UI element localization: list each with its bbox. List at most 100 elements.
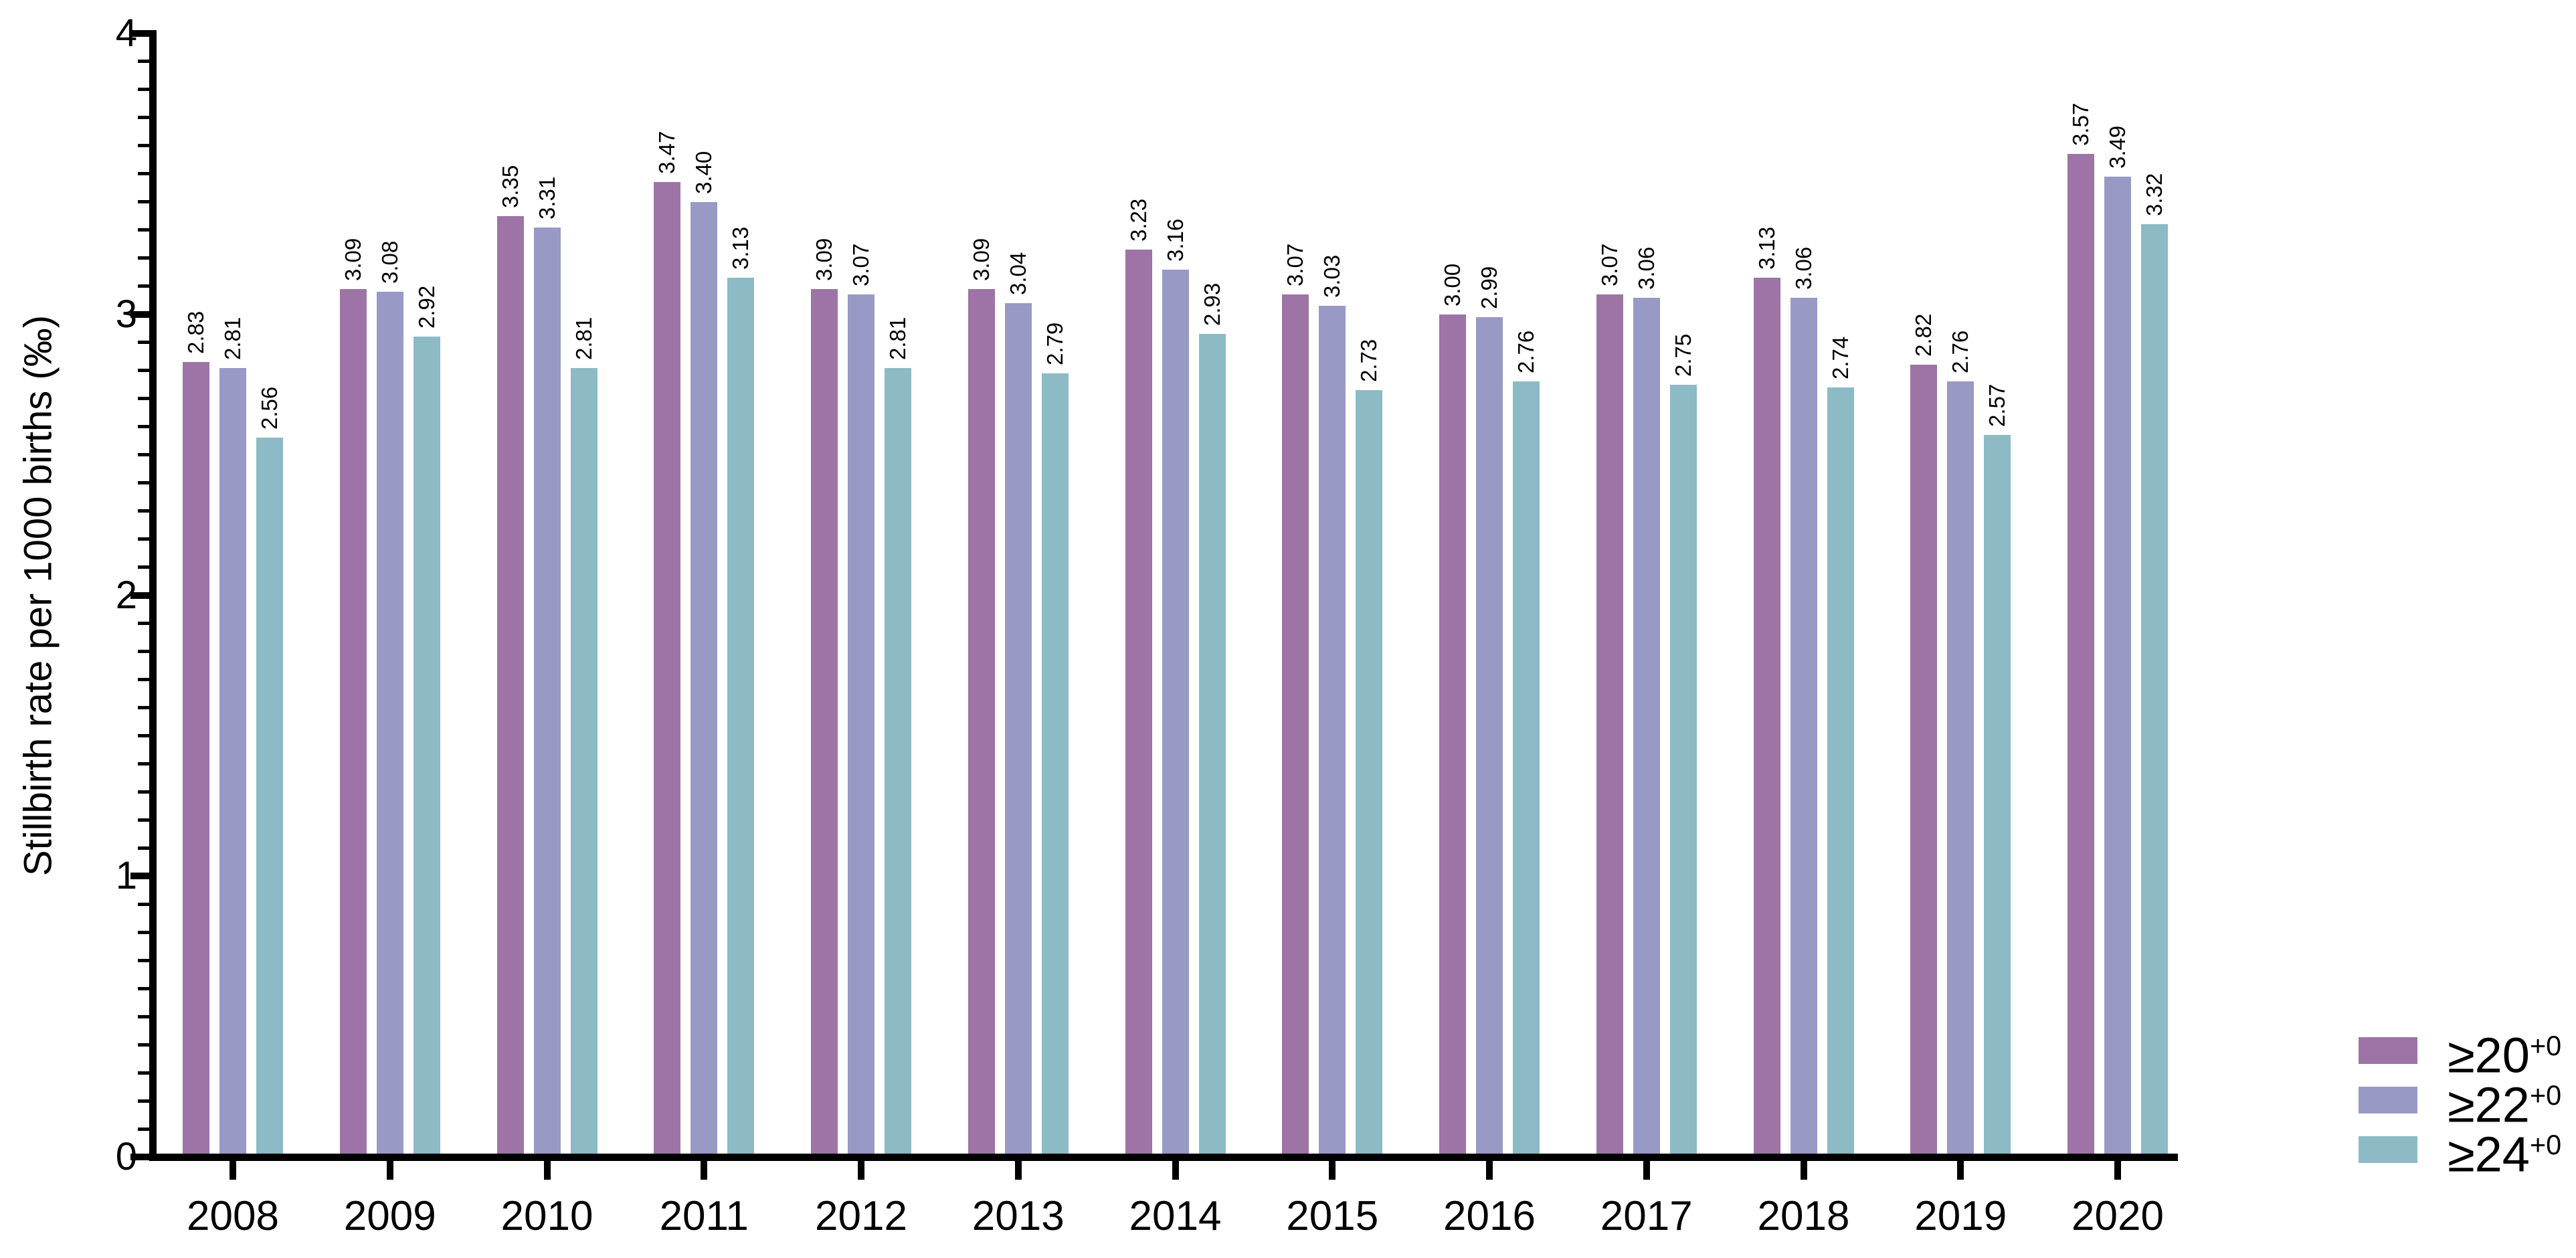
bar-label-2010-ge20: 3.35 [497,165,523,208]
bar-label-2017-ge24: 2.75 [1670,333,1695,377]
y-minor-tick [138,341,149,345]
bar-2011-ge22 [691,201,718,1154]
y-tick-label-2: 2 [115,573,137,617]
x-tick-2020 [2114,1161,2121,1180]
year-label-2016: 2016 [1443,1193,1536,1239]
bar-label-2020-ge22: 3.49 [2105,125,2130,169]
bar-label-2008-ge22: 2.81 [220,317,245,360]
bar-2013-ge24 [1041,373,1069,1154]
bar-label-2018-ge24: 2.74 [1827,336,1853,379]
bar-label-2020-ge20: 3.57 [2068,103,2093,147]
bar-label-2011-ge20: 3.47 [654,131,680,175]
bar-label-2016-ge22: 2.99 [1477,266,1501,309]
x-tick-2015 [1329,1161,1336,1180]
bar-2012-ge20 [811,288,838,1154]
y-minor-tick [138,790,149,794]
year-label-2015: 2015 [1286,1193,1379,1239]
legend-swatch-ge22 [2359,1087,2417,1113]
bar-label-2012-ge22: 3.07 [848,244,873,287]
bar-label-2014-ge20: 3.23 [1125,198,1151,242]
x-tick-2019 [1957,1161,1964,1180]
bar-2013-ge22 [1004,302,1032,1154]
y-minor-tick [138,144,149,148]
bar-2014-ge22 [1162,269,1189,1154]
bar-2008-ge20 [183,362,209,1154]
legend-item-ge24: ≥24+0 [2359,1125,2561,1179]
bar-label-2019-ge20: 2.82 [1911,314,1936,357]
y-minor-tick [138,733,149,737]
y-minor-tick [138,1099,149,1103]
x-tick-2010 [543,1161,551,1180]
bar-2017-ge24 [1669,384,1697,1154]
y-major-tick [130,30,149,37]
legend: ≥20+0 ≥22+0 ≥24+0 [2359,1026,2562,1179]
year-label-2018: 2018 [1757,1193,1850,1239]
bar-2017-ge22 [1633,297,1660,1154]
bar-2019-ge20 [1910,365,1938,1154]
y-minor-tick [138,1043,149,1047]
year-label-2012: 2012 [815,1193,907,1239]
y-major-tick [130,1154,149,1160]
bar-2012-ge22 [848,294,875,1154]
y-minor-tick [138,1014,149,1018]
x-tick-2017 [1643,1161,1650,1180]
year-label-2017: 2017 [1600,1193,1693,1239]
year-label-2011: 2011 [659,1193,749,1239]
y-minor-tick [138,537,149,541]
bar-2020-ge20 [2067,154,2094,1154]
y-minor-tick [138,481,149,485]
y-minor-tick [138,200,149,204]
bar-label-2015-ge20: 3.07 [1283,244,1308,287]
y-minor-tick [138,369,149,373]
legend-label-ge24: ≥24+0 [2448,1126,2562,1182]
bar-label-2015-ge24: 2.73 [1356,339,1382,383]
y-minor-tick [138,453,149,457]
y-major-tick [130,873,149,880]
y-major-tick [130,310,149,318]
bar-2008-ge24 [256,438,283,1154]
bar-2009-ge22 [376,292,403,1154]
legend-swatch-ge20 [2359,1037,2417,1064]
y-minor-tick [138,565,149,569]
bar-label-2013-ge22: 3.04 [1005,252,1030,295]
year-label-2019: 2019 [1914,1193,2007,1239]
legend-swatch-ge24 [2359,1136,2417,1163]
y-minor-tick [138,284,149,288]
bar-2016-ge24 [1513,381,1540,1154]
y-tick-label-1: 1 [115,854,137,898]
y-tick-label-3: 3 [115,292,137,336]
bar-label-2013-ge24: 2.79 [1042,322,1067,365]
bar-label-2019-ge22: 2.76 [1948,331,1973,374]
bar-label-2010-ge24: 2.81 [571,317,596,360]
y-minor-tick [138,649,149,653]
bar-label-2011-ge24: 3.13 [728,226,753,270]
y-minor-tick [138,761,149,766]
bar-2010-ge24 [570,367,597,1154]
legend-label-ge22: ≥22+0 [2448,1077,2562,1133]
bar-2011-ge24 [727,278,755,1154]
bar-label-2015-ge22: 3.03 [1319,254,1345,298]
x-tick-2018 [1800,1161,1807,1180]
y-minor-tick [138,60,149,64]
y-minor-tick [138,116,149,120]
y-minor-tick [138,846,149,850]
bar-2015-ge24 [1356,390,1383,1154]
y-tick-label-4: 4 [115,11,137,55]
y-minor-tick [138,172,149,176]
bar-label-2008-ge20: 2.83 [183,310,208,355]
bar-label-2009-ge24: 2.92 [413,286,439,329]
y-minor-tick [138,509,149,513]
legend-item-ge20: ≥20+0 [2359,1026,2561,1080]
legend-label-ge20: ≥20+0 [2448,1027,2562,1083]
bar-2016-ge20 [1439,314,1466,1154]
bar-label-2013-ge20: 3.09 [968,238,994,281]
bar-2018-ge24 [1827,387,1854,1154]
bar-label-2014-ge24: 2.93 [1199,282,1224,327]
bar-2014-ge24 [1198,334,1226,1154]
bar-2020-ge24 [2141,224,2168,1154]
bar-label-2016-ge20: 3.00 [1440,263,1465,306]
bar-2019-ge22 [1947,381,1974,1154]
y-minor-tick [138,228,149,232]
year-label-2013: 2013 [972,1193,1065,1239]
